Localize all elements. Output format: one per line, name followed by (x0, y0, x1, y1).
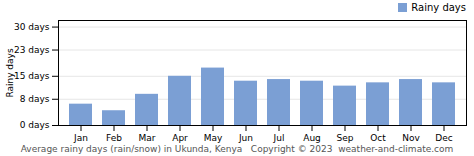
svg-text:Aug: Aug (303, 133, 321, 143)
svg-text:Jan: Jan (73, 133, 88, 143)
svg-text:Apr: Apr (172, 133, 188, 143)
svg-text:Oct: Oct (370, 133, 386, 143)
svg-text:0 days: 0 days (20, 120, 50, 130)
html-text:Average rainy days (rain/snow): Average rainy days (rain/snow) in Ukunda… (20, 144, 454, 154)
svg-text:23 days: 23 days (14, 45, 50, 55)
svg-text:Dec: Dec (435, 133, 452, 143)
svg-text:Nov: Nov (402, 133, 420, 143)
svg-text:Rainy days: Rainy days (5, 48, 15, 98)
svg-text:8 days: 8 days (20, 94, 50, 104)
svg-text:Sep: Sep (337, 133, 354, 143)
html-text:Rainy days: Rainy days (411, 1, 466, 13)
svg-text:Mar: Mar (139, 133, 156, 143)
svg-text:Feb: Feb (106, 133, 122, 143)
svg-text:30 days: 30 days (14, 22, 50, 32)
svg-text:Jun: Jun (238, 133, 253, 143)
svg-text:Jul: Jul (273, 133, 285, 143)
svg-text:15 days: 15 days (14, 71, 50, 81)
svg-text:May: May (204, 133, 223, 143)
